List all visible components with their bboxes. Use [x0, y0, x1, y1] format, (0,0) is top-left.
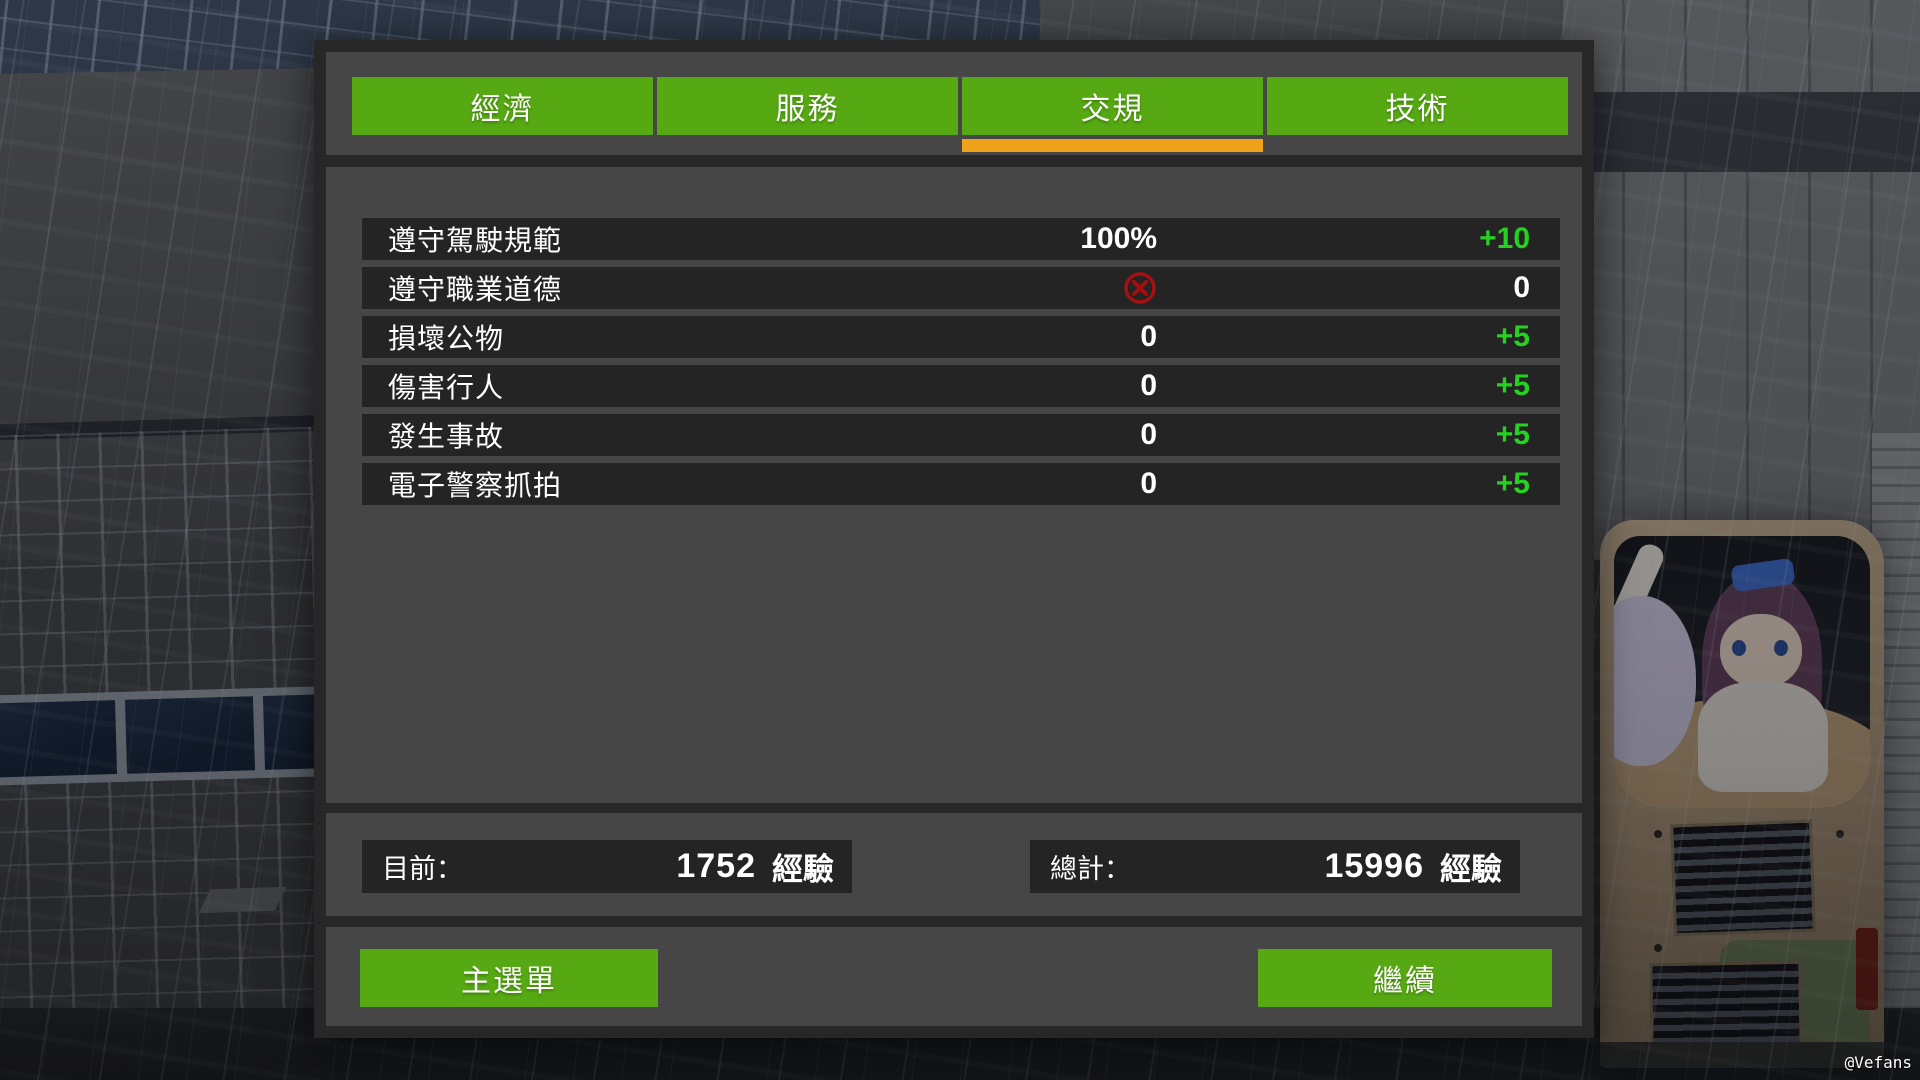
building-right-dark-band — [1560, 92, 1920, 172]
main-menu-button[interactable]: 主選單 — [360, 949, 658, 1007]
row-label: 發生事故 — [388, 421, 505, 452]
tab-label: 經濟 — [470, 93, 535, 126]
tab-label: 服務 — [775, 93, 840, 126]
bus-bumper — [1600, 1042, 1884, 1068]
bus-screw — [1654, 944, 1662, 952]
stats-rows: 遵守駕駛規範 100% +10 遵守職業道德 0 損壞公物 0 +5 傷害行人 0 +5 發生事故 0 +… — [362, 218, 1560, 512]
tab-bar: 經濟 服務 交規 技術 — [326, 52, 1582, 155]
row-label: 遵守駕駛規範 — [388, 225, 563, 256]
current-exp-unit: 經驗 — [772, 852, 834, 887]
row-label: 傷害行人 — [388, 372, 505, 403]
current-exp-bar: 目前： 1752 經驗 — [362, 840, 852, 893]
bus-art-eye — [1732, 640, 1746, 656]
tab-service[interactable]: 服務 — [657, 77, 958, 135]
row-bonus: +10 — [1479, 222, 1530, 255]
tab-economy[interactable]: 經濟 — [352, 77, 653, 135]
stats-content: 遵守駕駛規範 100% +10 遵守職業道德 0 損壞公物 0 +5 傷害行人 0 +5 發生事故 0 +… — [326, 167, 1582, 803]
summary-band: 目前： 1752 經驗 總計： 15996 經驗 — [326, 813, 1582, 916]
tab-traffic-rules[interactable]: 交規 — [962, 77, 1263, 152]
continue-button-label: 繼續 — [1373, 965, 1437, 998]
row-value: 0 — [1140, 369, 1157, 402]
row-label: 損壞公物 — [388, 323, 505, 354]
total-exp-value: 15996 — [1324, 847, 1424, 885]
sidewalk-ramp — [198, 886, 287, 914]
current-exp-label: 目前： — [382, 854, 463, 884]
background-building-right — [1560, 0, 1920, 560]
row-bonus: 0 — [1513, 271, 1530, 304]
row-value: 100% — [1080, 222, 1157, 255]
window-pane — [0, 700, 118, 778]
bus-screw — [1836, 830, 1844, 838]
main-menu-button-label: 主選單 — [461, 965, 557, 998]
bus-art-eye — [1774, 640, 1788, 656]
row-bonus: +5 — [1495, 467, 1530, 500]
total-exp-label: 總計： — [1050, 854, 1131, 884]
table-row: 發生事故 0 +5 — [362, 414, 1560, 456]
table-row: 傷害行人 0 +5 — [362, 365, 1560, 407]
results-panel: 經濟 服務 交規 技術 遵守駕駛規範 100% +10 遵守職業道德 0 損壞公物 0 +5 傷害行人… — [314, 40, 1594, 1038]
table-row: 電子警察抓拍 0 +5 — [362, 463, 1560, 505]
row-value: 0 — [1140, 467, 1157, 500]
row-value: 0 — [1140, 320, 1157, 353]
bus-rear-window — [1614, 536, 1870, 808]
tab-technique[interactable]: 技術 — [1267, 77, 1568, 135]
row-label: 電子警察抓拍 — [388, 470, 563, 501]
tab-label: 技術 — [1385, 93, 1450, 126]
cross-circle-icon — [1124, 272, 1156, 304]
row-value — [1037, 271, 1157, 305]
watermark: @Vefans — [1844, 1053, 1912, 1072]
total-exp-bar: 總計： 15996 經驗 — [1030, 840, 1520, 893]
row-bonus: +5 — [1495, 418, 1530, 451]
footer-band: 主選單 繼續 — [326, 927, 1582, 1026]
row-bonus: +5 — [1495, 320, 1530, 353]
window-pane — [124, 696, 256, 774]
table-row: 遵守職業道德 0 — [362, 267, 1560, 309]
current-exp-value: 1752 — [676, 847, 756, 885]
total-exp-unit: 經驗 — [1440, 852, 1502, 887]
table-row: 遵守駕駛規範 100% +10 — [362, 218, 1560, 260]
bus-tail-light — [1856, 928, 1878, 1010]
tabs-container: 經濟 服務 交規 技術 — [352, 77, 1568, 152]
bus-engine-vent-upper — [1670, 819, 1816, 937]
continue-button[interactable]: 繼續 — [1258, 949, 1552, 1007]
bus-rear — [1600, 520, 1884, 1068]
bus-art-character-body — [1698, 682, 1828, 792]
row-value: 0 — [1140, 418, 1157, 451]
bus-screw — [1654, 830, 1662, 838]
row-label: 遵守職業道德 — [388, 274, 563, 305]
row-bonus: +5 — [1495, 369, 1530, 402]
tab-label: 交規 — [1080, 93, 1145, 126]
table-row: 損壞公物 0 +5 — [362, 316, 1560, 358]
